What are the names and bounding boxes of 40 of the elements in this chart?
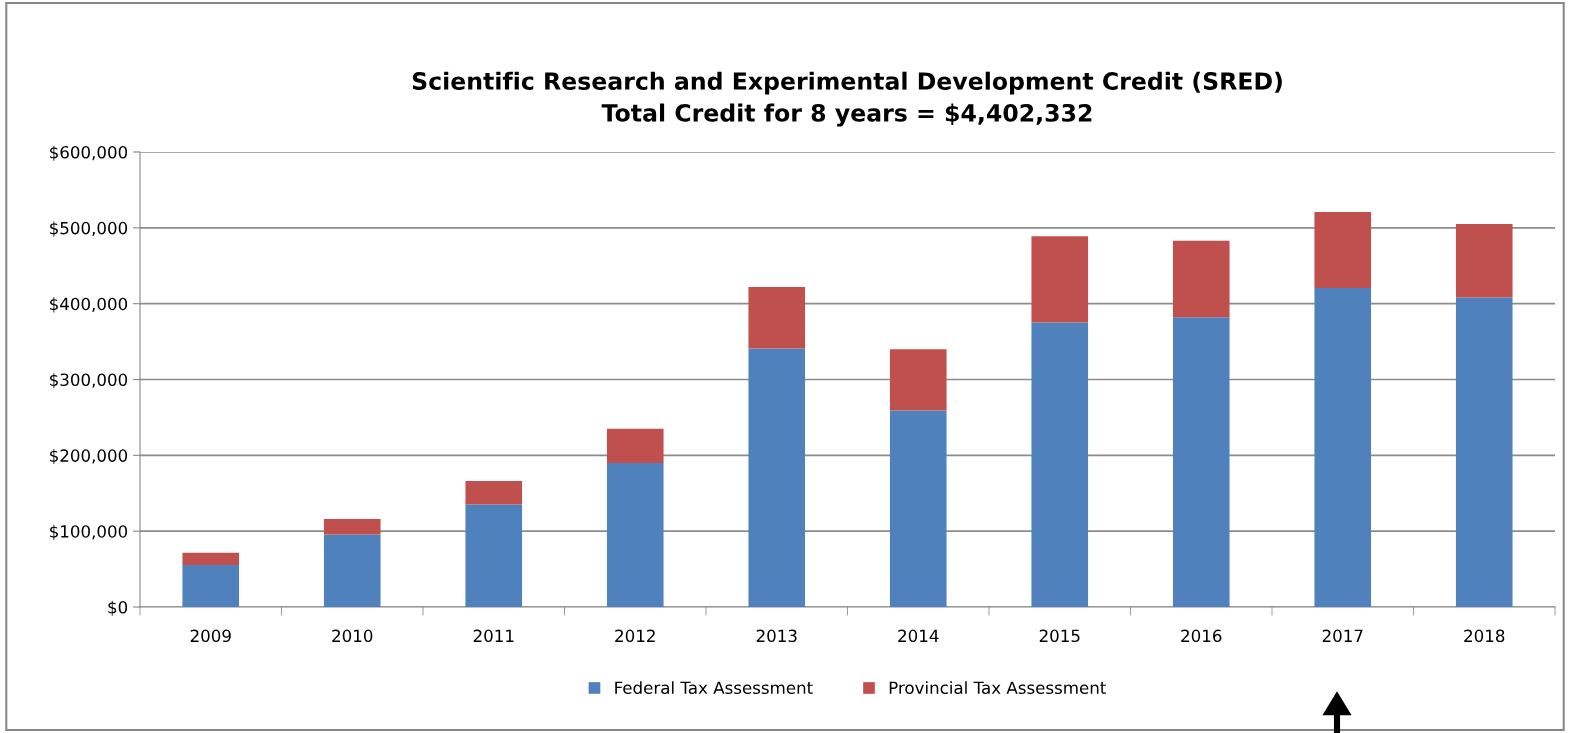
bar (465, 481, 523, 505)
bar (748, 348, 806, 607)
bar (323, 518, 381, 535)
x-tick-label: 2010 (332, 629, 373, 643)
bar (182, 552, 240, 565)
x-tick-label: 2018 (1464, 629, 1505, 643)
x-tick-label: 2013 (756, 629, 797, 643)
bar (1031, 322, 1089, 607)
bar (1455, 224, 1513, 298)
legend-label: Federal Tax Assessment (615, 681, 813, 695)
x-tick-label: 2015 (1039, 629, 1080, 643)
bar (1314, 288, 1372, 607)
y-tick-label: $0 (108, 600, 128, 616)
bar (606, 462, 664, 607)
bar (1172, 317, 1230, 607)
bar (748, 286, 806, 349)
x-tick-label: 2016 (1181, 629, 1222, 643)
bar (182, 564, 240, 607)
x-tick-label: 2009 (190, 629, 231, 643)
y-tick-label: $100,000 (50, 524, 128, 540)
x-tick-label: 2017 (1322, 629, 1363, 643)
bar (1031, 236, 1089, 323)
x-tick-label: 2011 (473, 629, 514, 643)
bar (465, 504, 523, 607)
bar (889, 410, 947, 607)
y-tick-label: $300,000 (50, 373, 128, 389)
bar (889, 349, 947, 411)
y-tick-label: $200,000 (50, 449, 128, 465)
y-tick-label: $500,000 (50, 221, 128, 237)
bar (323, 534, 381, 607)
x-tick-label: 2014 (898, 629, 939, 643)
y-tick-label: $400,000 (50, 297, 128, 313)
y-tick-label: $600,000 (50, 145, 128, 161)
bar (606, 428, 664, 463)
bar (1455, 297, 1513, 607)
bar (1172, 240, 1230, 318)
chart-title: Scientific Research and Experimental Development Credit (SRED) Total Credit for 8 years = $4,402,332 (412, 71, 1282, 127)
legend-label: Provincial Tax Assessment (889, 681, 1106, 695)
bar (1314, 211, 1372, 289)
x-tick-label: 2012 (615, 629, 655, 643)
